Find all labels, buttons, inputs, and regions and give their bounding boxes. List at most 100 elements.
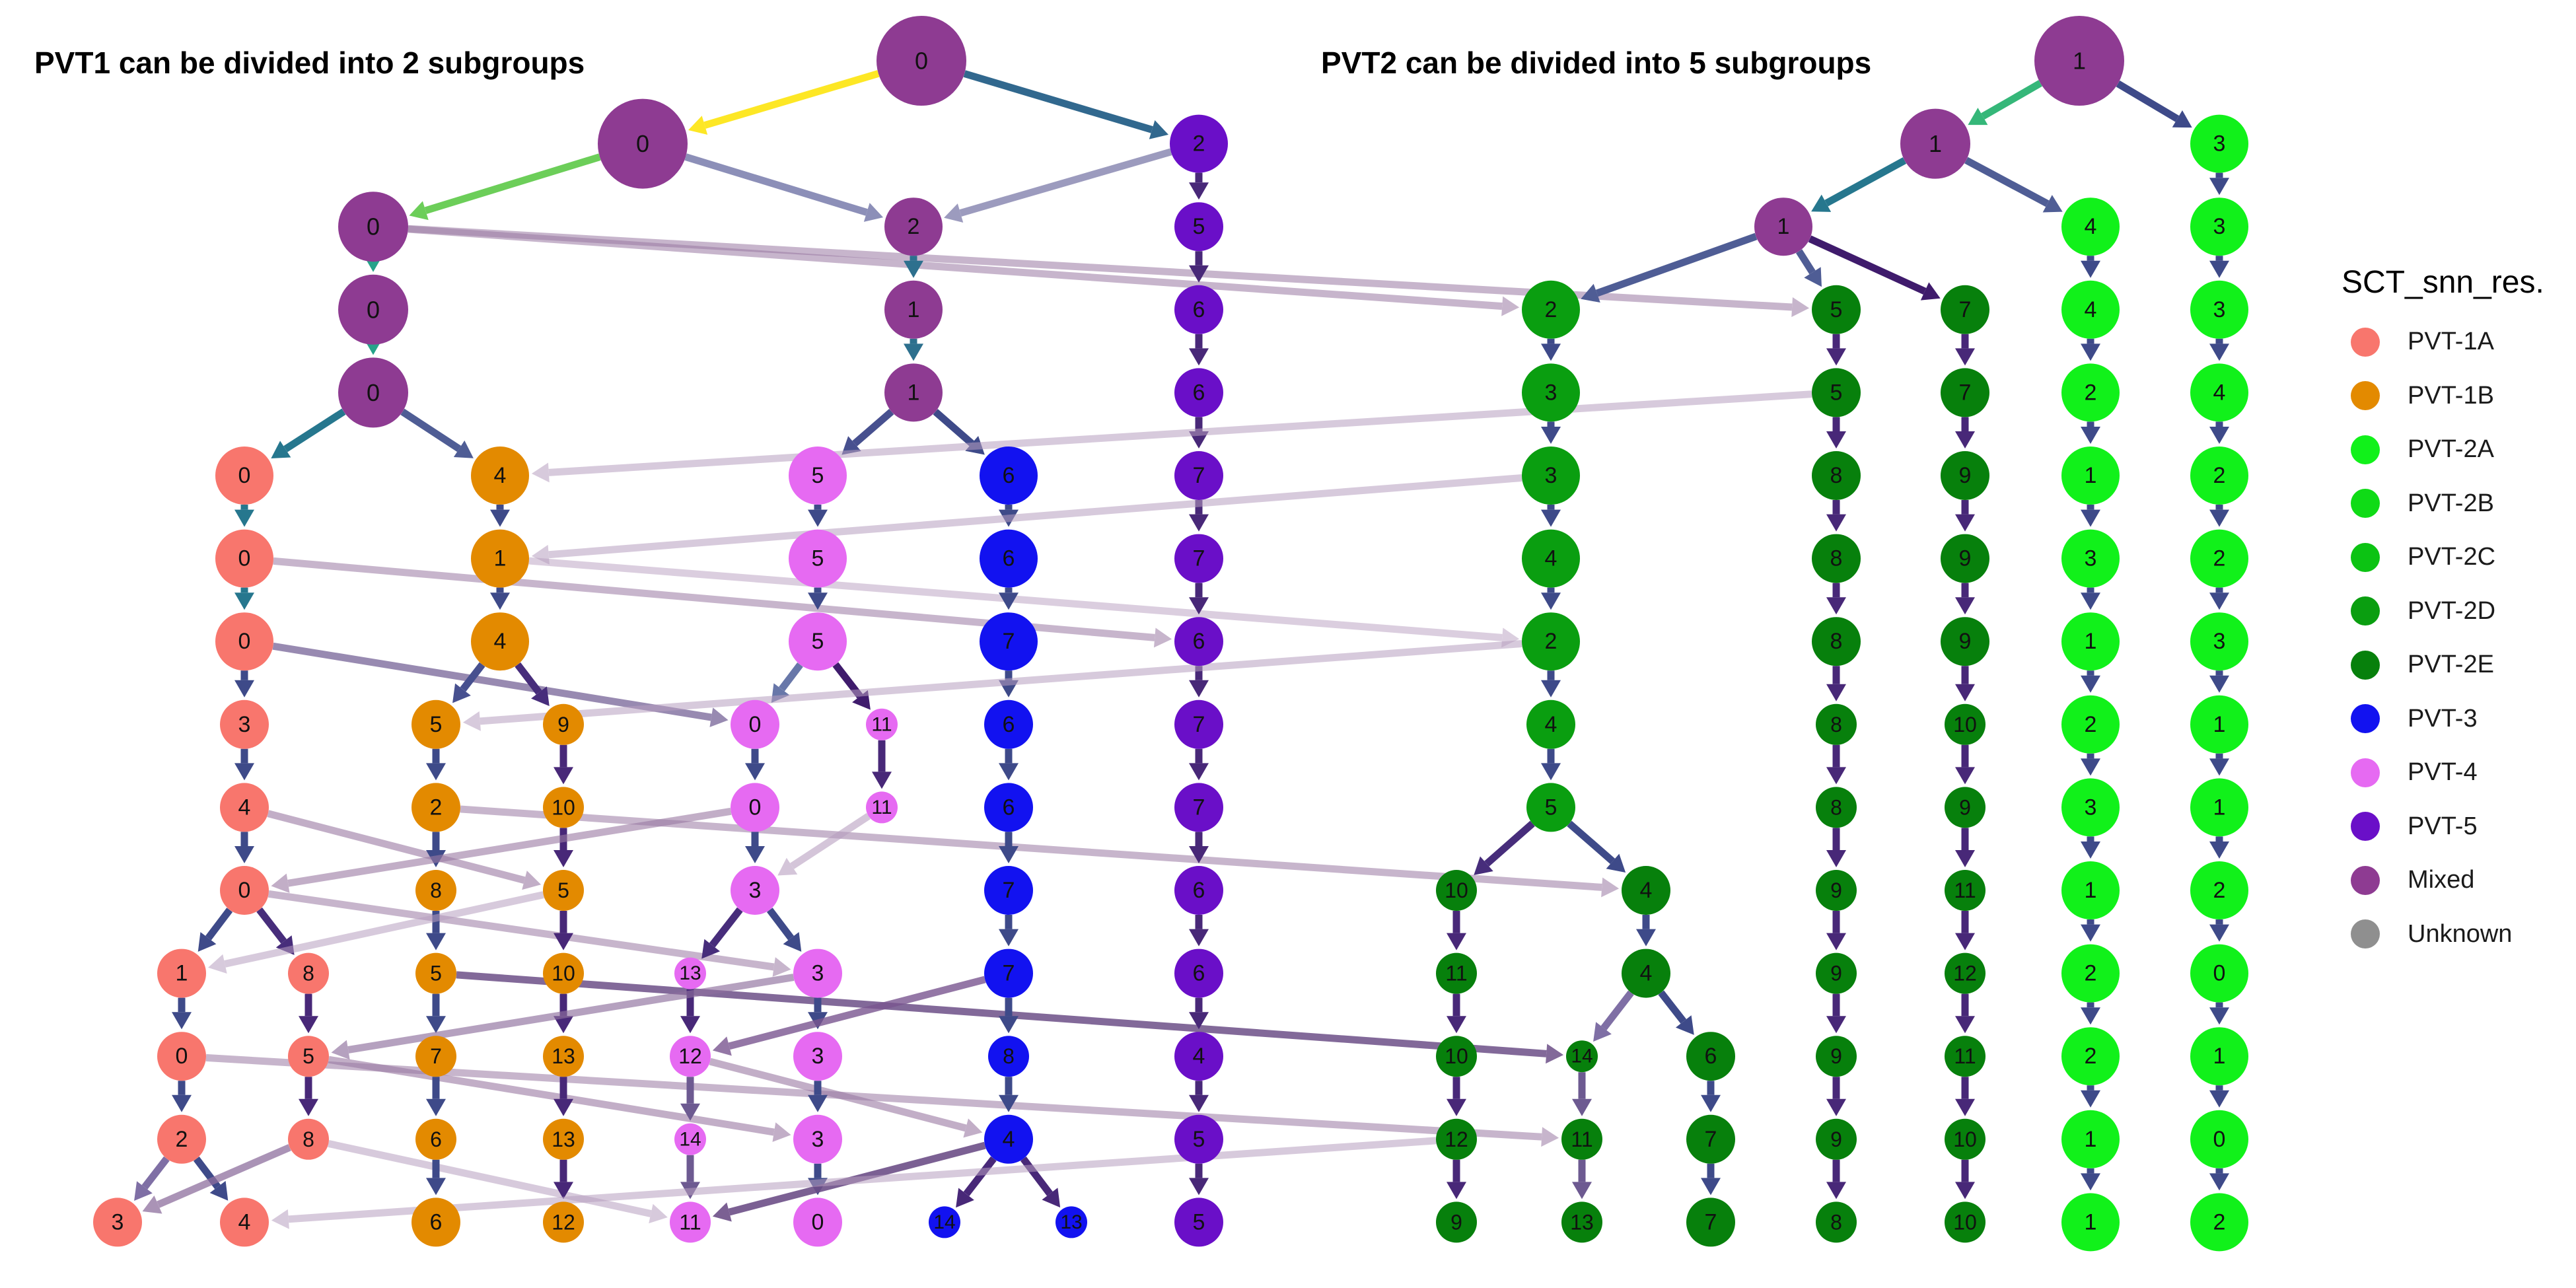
edge-line xyxy=(256,907,287,944)
node-circle xyxy=(1174,368,1223,417)
node-circle xyxy=(1812,368,1861,417)
edge-line xyxy=(480,639,1522,725)
node-circle xyxy=(471,447,529,505)
tree-node: 4 xyxy=(471,447,529,505)
node-label: 1 xyxy=(176,961,188,986)
edge-arrowhead xyxy=(863,203,884,222)
node-circle xyxy=(731,866,779,915)
edge-line xyxy=(224,891,544,968)
edge-arrowhead xyxy=(1826,431,1846,448)
node-label: 0 xyxy=(367,213,380,240)
tree-node: 3 xyxy=(1522,363,1580,422)
node-circle xyxy=(984,783,1033,832)
edge-arrowhead xyxy=(331,1040,350,1060)
node-circle xyxy=(988,1036,1029,1077)
tree-node: 1 xyxy=(471,529,529,588)
node-circle xyxy=(471,529,529,588)
edge-arrowhead xyxy=(522,871,542,890)
node-circle xyxy=(2061,944,2120,1003)
node-label: 13 xyxy=(552,1127,575,1151)
node-label: 4 xyxy=(2085,214,2097,239)
edge-arrowhead xyxy=(1826,1182,1846,1199)
node-label: 1 xyxy=(1777,214,1790,239)
tree-edge xyxy=(408,225,1520,316)
node-circle xyxy=(338,274,408,345)
node-label: 3 xyxy=(2213,131,2226,157)
node-circle xyxy=(793,948,842,998)
tree-edge xyxy=(688,70,880,135)
node-label: 5 xyxy=(1830,380,1843,405)
edge-arrowhead xyxy=(1581,283,1600,303)
tree-edge xyxy=(1826,1077,1846,1116)
edge-line xyxy=(1567,820,1616,865)
tree-edge xyxy=(2081,256,2100,278)
node-label: 11 xyxy=(1445,962,1467,985)
node-label: 5 xyxy=(1193,1209,1205,1234)
legend-swatch xyxy=(2351,865,2380,895)
tree-node: 13 xyxy=(543,1036,584,1077)
node-label: 6 xyxy=(430,1209,443,1234)
node-circle xyxy=(1816,952,1857,994)
node-label: 3 xyxy=(812,1127,824,1152)
node-circle xyxy=(543,952,584,994)
node-label: 3 xyxy=(2085,546,2097,571)
edge-arrowhead xyxy=(1447,1098,1466,1116)
node-circle xyxy=(866,791,898,824)
edge-line xyxy=(1595,233,1758,297)
edge-arrowhead xyxy=(490,592,510,610)
tree-node: 2 xyxy=(411,783,460,832)
tree-node: 3 xyxy=(1522,447,1580,505)
legend-label: PVT-2D xyxy=(2408,596,2496,625)
node-circle xyxy=(1174,1114,1223,1164)
node-label: 0 xyxy=(2213,961,2226,986)
node-circle xyxy=(1945,952,1986,994)
node-label: 8 xyxy=(1830,713,1842,736)
tree-edge xyxy=(1826,583,1846,615)
tree-edge xyxy=(490,587,510,610)
tree-edge xyxy=(2209,1002,2229,1025)
tree-edge xyxy=(1955,993,1975,1034)
node-label: 5 xyxy=(557,878,569,902)
node-label: 8 xyxy=(1830,546,1843,571)
tree-edge xyxy=(554,1159,573,1199)
node-label: 1 xyxy=(2073,48,2086,75)
node-circle xyxy=(1522,529,1580,588)
edge-arrowhead xyxy=(172,1094,192,1112)
node-label: 12 xyxy=(552,1210,575,1234)
node-label: 6 xyxy=(1003,463,1015,488)
node-label: 6 xyxy=(1003,546,1015,571)
node-circle xyxy=(415,1036,456,1077)
node-label: 10 xyxy=(1445,878,1468,902)
edge-arrowhead xyxy=(1968,108,1988,125)
tree-node: 3 xyxy=(2190,197,2248,256)
tree-edge xyxy=(1447,1077,1466,1116)
edge-line xyxy=(1600,990,1634,1030)
node-label: 6 xyxy=(1193,878,1205,903)
edge-arrowhead xyxy=(554,933,573,950)
tree-edge xyxy=(271,807,732,894)
node-label: 1 xyxy=(2085,878,2097,903)
tree-node: 4 xyxy=(1622,866,1670,915)
tree-edge xyxy=(2209,670,2229,693)
node-label: 14 xyxy=(679,1128,701,1150)
tree-edge xyxy=(1189,583,1209,615)
legend-title: SCT_snn_res. xyxy=(2342,265,2544,300)
tree-node: 6 xyxy=(1174,368,1223,417)
node-label: 2 xyxy=(2085,1044,2097,1069)
node-circle xyxy=(1754,197,1812,256)
node-circle xyxy=(157,1114,206,1164)
node-label: 1 xyxy=(2085,1127,2097,1152)
tree-edge xyxy=(2209,338,2229,361)
tree-node: 7 xyxy=(1686,1198,1735,1247)
node-label: 1 xyxy=(2085,1209,2097,1234)
node-circle xyxy=(215,529,273,588)
node-label: 8 xyxy=(430,878,442,902)
edge-arrowhead xyxy=(872,771,892,789)
edge-arrowhead xyxy=(1474,856,1493,875)
edge-arrowhead xyxy=(531,462,550,483)
node-circle xyxy=(1436,1201,1477,1243)
node-label: 3 xyxy=(112,1209,124,1234)
tree-node: 8 xyxy=(1816,1201,1857,1243)
edge-line xyxy=(528,557,1503,641)
tree-node: 5 xyxy=(1812,368,1861,417)
